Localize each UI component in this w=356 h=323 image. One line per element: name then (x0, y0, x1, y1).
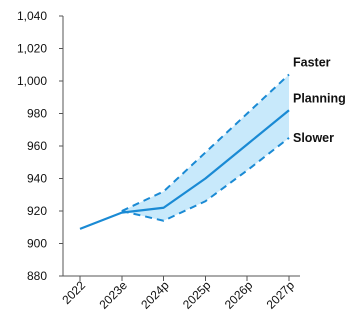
y-tick-label: 1,000 (17, 74, 47, 88)
x-tick-label: 2022 (59, 278, 88, 307)
y-tick-label: 1,020 (17, 42, 47, 56)
y-tick-label: 980 (27, 107, 47, 121)
series-label-planning: Planning (293, 91, 346, 105)
x-tick-label: 2024p (138, 278, 172, 312)
x-tick-label: 2023e (96, 278, 130, 312)
y-tick-label: 880 (27, 269, 47, 283)
y-tick-label: 940 (27, 172, 47, 186)
x-tick-label: 2026p (222, 278, 256, 312)
series-label-faster: Faster (293, 56, 331, 70)
y-tick-label: 920 (27, 204, 47, 218)
x-tick-label: 2027p (264, 278, 298, 312)
y-tick-label: 900 (27, 237, 47, 251)
series-line-planning (79, 109, 290, 230)
series-line-faster (121, 73, 290, 212)
y-tick-label: 1,040 (17, 9, 47, 23)
series-label-slower: Slower (293, 131, 334, 145)
scenario-band (121, 74, 289, 221)
y-tick-label: 960 (27, 139, 47, 153)
x-tick-label: 2025p (180, 278, 214, 312)
series-line-slower (121, 137, 290, 222)
